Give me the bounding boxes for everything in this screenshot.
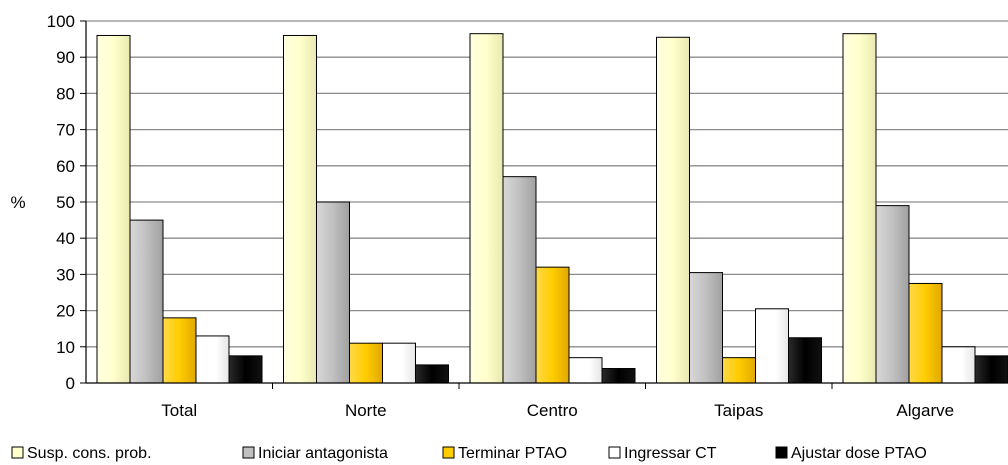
bar-centro-series-4 — [601, 368, 636, 384]
bar-centro-series-3 — [568, 357, 603, 384]
bar-taipas-series-0 — [656, 36, 690, 384]
legend-label: Terminar PTAO — [458, 445, 567, 462]
bar-total-series-3 — [195, 335, 230, 384]
x-category-label: Algarve — [896, 401, 954, 420]
bar-total-series-0 — [96, 34, 131, 384]
bar-taipas-series-4 — [788, 337, 822, 384]
bar-taipas-series-2 — [722, 357, 756, 384]
bar-algarve-series-0 — [842, 33, 877, 384]
y-tick-label: 10 — [56, 338, 75, 357]
legend-swatch — [242, 446, 255, 459]
gridlines — [86, 20, 1008, 348]
y-axis-title: % — [10, 193, 25, 212]
legend-swatch — [608, 446, 621, 459]
y-tick-label: 20 — [56, 302, 75, 321]
x-category-label: Centro — [527, 401, 578, 420]
bar-taipas-series-3 — [755, 308, 789, 384]
legend-label: Susp. cons. prob. — [27, 445, 152, 462]
x-category-label: Total — [161, 401, 197, 420]
bar-norte-series-3 — [382, 342, 416, 384]
bars — [96, 33, 1008, 384]
bar-centro-series-0 — [469, 33, 504, 384]
bar-algarve-series-4 — [974, 355, 1008, 384]
axis-labels: 0 10 20 30 40 50 60 70 80 90 100 Total Norte Centro Ta… — [47, 12, 954, 420]
y-tick-label: 50 — [56, 193, 75, 212]
legend-label: Iniciar antagonista — [258, 445, 388, 462]
bar-norte-series-1 — [316, 201, 350, 384]
y-tick-label: 100 — [47, 12, 75, 31]
bar-centro-series-2 — [535, 266, 570, 384]
bar-algarve-series-2 — [908, 282, 943, 384]
bar-total-series-4 — [228, 355, 263, 384]
y-tick-label: 90 — [56, 48, 75, 67]
bar-centro-series-1 — [502, 176, 537, 384]
legend-swatch — [775, 446, 788, 459]
legend: Susp. cons. prob. Iniciar antagonista Term… — [11, 445, 927, 462]
bar-algarve-series-1 — [875, 205, 910, 384]
y-tick-label: 80 — [56, 84, 75, 103]
y-tick-label: 70 — [56, 121, 75, 140]
y-tick-label: 30 — [56, 265, 75, 284]
legend-label: Ingressar CT — [624, 445, 717, 462]
bar-norte-series-4 — [415, 364, 449, 384]
legend-label: Ajustar dose PTAO — [791, 445, 927, 462]
bar-taipas-series-1 — [689, 272, 723, 384]
bar-total-series-1 — [129, 219, 164, 384]
legend-swatch — [11, 446, 24, 459]
y-tick-label: 60 — [56, 157, 75, 176]
legend-swatch — [442, 446, 455, 459]
bar-norte-series-0 — [283, 34, 317, 384]
bar-total-series-2 — [162, 317, 197, 384]
y-tick-label: 40 — [56, 229, 75, 248]
bar-algarve-series-3 — [941, 346, 976, 384]
x-category-label: Norte — [345, 401, 387, 420]
axes — [80, 20, 1008, 389]
y-tick-label: 0 — [66, 374, 75, 393]
bar-norte-series-2 — [349, 342, 383, 384]
x-category-label: Taipas — [714, 401, 763, 420]
